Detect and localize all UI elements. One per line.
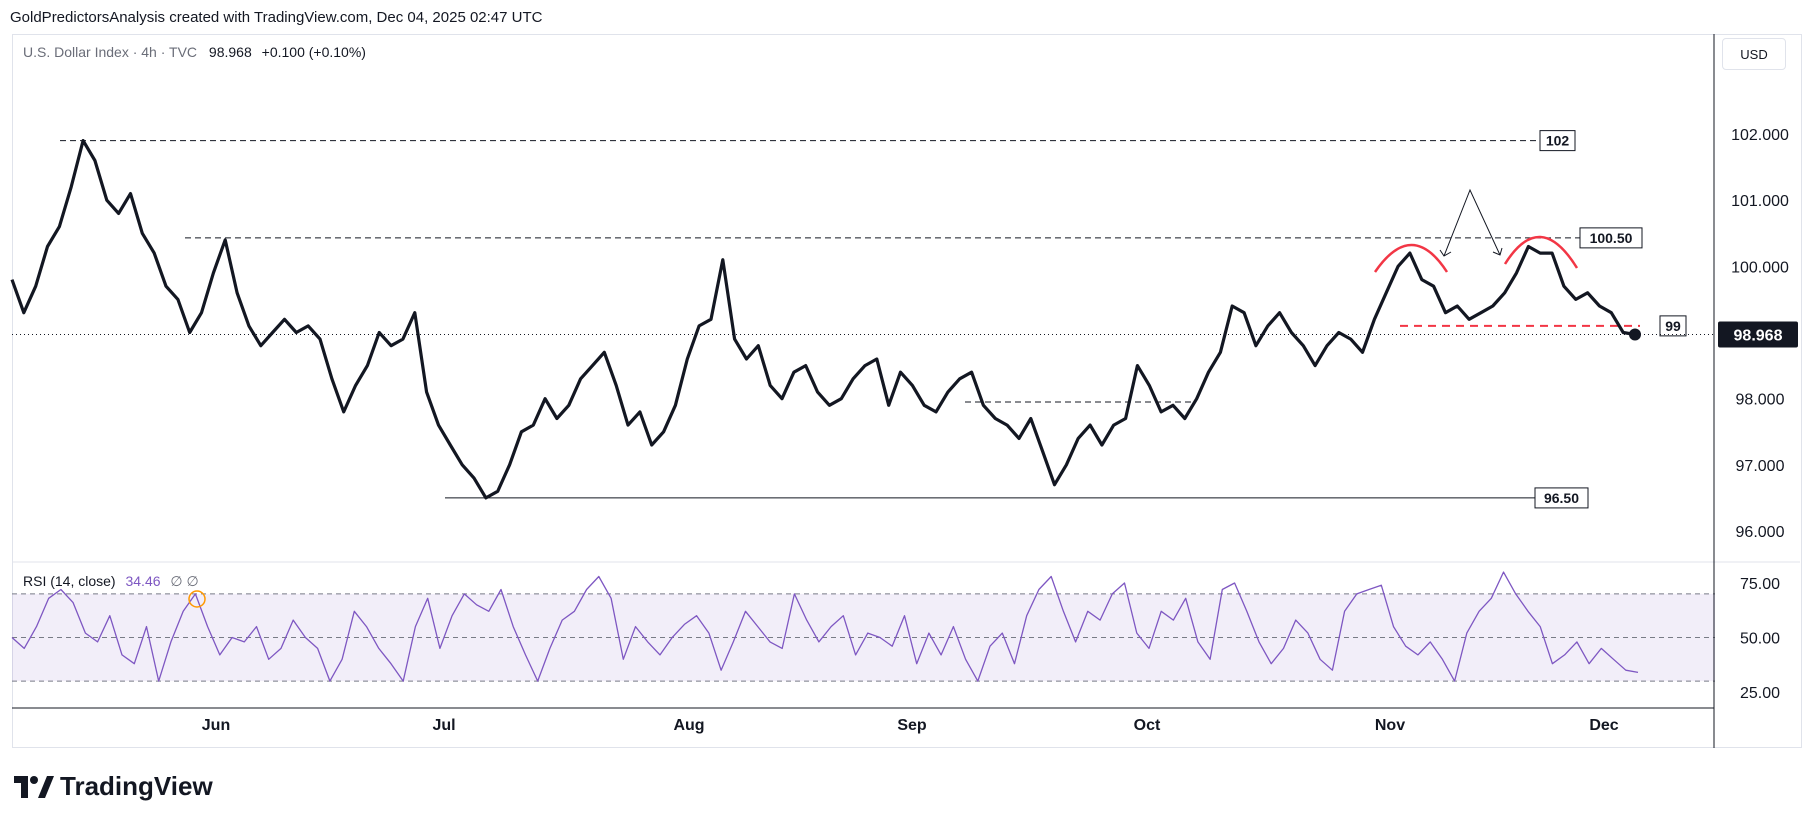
symbol-name: U.S. Dollar Index · 4h · TVC	[23, 44, 198, 60]
level-label: 99	[1665, 318, 1681, 334]
pattern-arrow	[1443, 188, 1501, 257]
level-label-box	[1534, 487, 1589, 509]
symbol-legend[interactable]: U.S. Dollar Index · 4h · TVC 98.968 +0.1…	[23, 44, 366, 60]
price-tick-label: 98.000	[1736, 392, 1785, 409]
rsi-extra: ∅ ∅	[170, 573, 199, 589]
time-tick-label: Jun	[202, 717, 230, 734]
time-tick-label: Nov	[1375, 717, 1405, 734]
price-series-line	[10, 139, 1636, 500]
price-tick-label: 97.000	[1736, 458, 1785, 475]
rsi-value: 34.46	[125, 573, 161, 589]
price-tick-label: 96.000	[1736, 524, 1785, 541]
level-label: 96.50	[1544, 490, 1579, 506]
legend-change: +0.100 (+0.10%)	[261, 44, 366, 60]
rsi-tick-label: 25.00	[1740, 685, 1780, 702]
level-label-box	[1579, 227, 1643, 249]
level-label-box	[1659, 315, 1687, 337]
pattern-arc-right	[1503, 235, 1579, 269]
last-price-tag-label: 98.968	[1734, 327, 1783, 344]
currency-selector[interactable]: USD	[1722, 38, 1786, 70]
tradingview-logo[interactable]: TradingView	[14, 771, 213, 802]
rsi-label: RSI (14, close)	[23, 573, 116, 589]
level-label: 102	[1546, 133, 1570, 149]
last-price-tag	[1718, 321, 1798, 348]
time-tick-label: Sep	[897, 717, 927, 734]
tradingview-logo-icon	[14, 775, 54, 798]
rsi-legend[interactable]: RSI (14, close) 34.46 ∅ ∅	[23, 573, 199, 590]
price-tick-label: 101.000	[1731, 193, 1789, 210]
brand-name: TradingView	[60, 771, 213, 801]
time-tick-label: Jul	[432, 717, 455, 734]
last-price-marker	[1629, 328, 1641, 341]
level-label: 100.50	[1590, 230, 1633, 246]
pattern-arrow-heads	[1439, 247, 1503, 257]
rsi-series-line	[11, 571, 1639, 682]
time-tick-label: Dec	[1589, 717, 1618, 734]
rsi-alert-circle	[188, 590, 206, 608]
pattern-arc-left	[1373, 243, 1449, 273]
price-pane: 102 100.50 99 96.50	[10, 130, 1715, 509]
price-tick-label: 102.000	[1731, 127, 1789, 144]
time-tick-label: Aug	[673, 717, 704, 734]
price-tick-label: 100.000	[1731, 259, 1789, 276]
legend-price: 98.968	[208, 44, 252, 60]
rsi-pane	[11, 571, 1715, 682]
rsi-tick-label: 75.00	[1740, 576, 1780, 593]
chart-frame	[12, 34, 1802, 748]
chart-credit: GoldPredictorsAnalysis created with Trad…	[10, 9, 543, 26]
rsi-tick-label: 50.00	[1740, 631, 1780, 648]
time-tick-label: Oct	[1134, 717, 1161, 734]
level-label-box	[1539, 130, 1576, 152]
axes: 102.000 101.000 100.000 98.000 97.000 96.000 9…	[12, 34, 1800, 748]
